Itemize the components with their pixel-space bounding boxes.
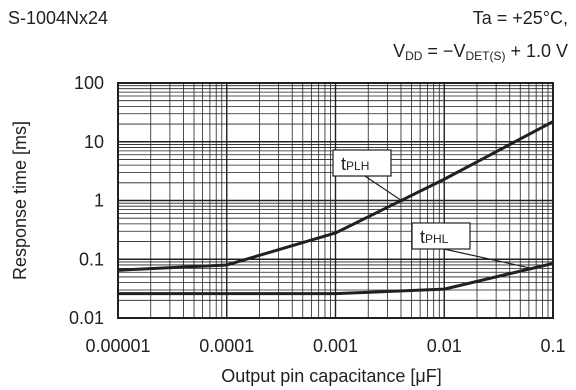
tplh-leader-line (364, 175, 404, 203)
tphl-label: tPHL (420, 227, 449, 247)
condition-vdd: VDD = −VDET(S) + 1.0 V (393, 41, 568, 63)
y-axis-label: Response time [ms] (10, 121, 30, 280)
y-tick-label: 0.1 (79, 249, 104, 269)
x-axis-label: Output pin capacitance [μF] (221, 366, 442, 386)
part-number: S-1004Nx24 (8, 8, 109, 28)
tick-labels: 0.00001 0.0001 0.001 0.01 0.1 100 10 1 0.1 0.01 (69, 73, 566, 356)
x-tick-label: 0.001 (313, 336, 358, 356)
tplh-label-box (332, 149, 392, 177)
plot-border (117, 82, 554, 319)
tplh-label: tPLH (341, 154, 369, 174)
x-tick-label: 0.0001 (199, 336, 254, 356)
tphl-leader-line (443, 248, 535, 270)
tphl-label-box (411, 222, 471, 250)
condition-ta: Ta = +25°C, (472, 8, 568, 28)
x-tick-label: 0.00001 (85, 336, 150, 356)
x-tick-label: 0.01 (427, 336, 462, 356)
callouts: tPLH tPHL (332, 149, 535, 270)
tphl-curve (118, 261, 554, 296)
curves (117, 120, 554, 296)
y-tick-label: 0.01 (69, 308, 104, 328)
y-tick-label: 1 (94, 191, 104, 211)
grid (117, 82, 554, 319)
plot-frame (117, 82, 554, 319)
tplh-curve (117, 120, 554, 272)
y-tick-label: 10 (84, 132, 104, 152)
x-tick-label: 0.1 (540, 336, 565, 356)
y-tick-label: 100 (74, 73, 104, 93)
